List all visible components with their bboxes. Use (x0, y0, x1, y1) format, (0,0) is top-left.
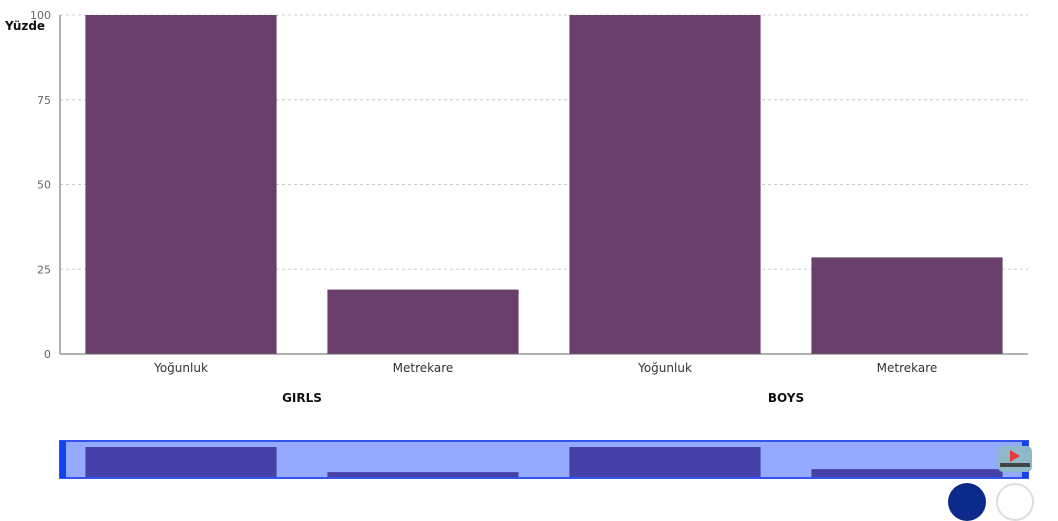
help-icon[interactable] (996, 483, 1034, 521)
video-camera-icon[interactable] (998, 446, 1032, 472)
y-axis-title: Yüzde (4, 19, 45, 33)
bar[interactable] (569, 15, 761, 354)
navigator-bar (811, 469, 1003, 477)
navigator-bar (569, 447, 761, 477)
navigator[interactable] (59, 440, 1029, 479)
y-tick-label: 100 (30, 9, 51, 22)
bars (85, 15, 1003, 354)
x-category-label: Yoğunluk (637, 361, 692, 375)
y-tick-label: 0 (44, 348, 51, 361)
x-category-label: Metrekare (877, 361, 938, 375)
y-tick-label: 75 (37, 94, 51, 107)
y-tick-label: 50 (37, 179, 51, 192)
navigator-left-handle[interactable] (60, 441, 66, 478)
chat-bubble-icon[interactable] (948, 483, 986, 521)
bar-chart: 0 25 50 75 100 Yoğunluk Metrekare GIRLS Yoğunluk… (4, 9, 1029, 479)
bar[interactable] (327, 289, 519, 354)
x-group-label: GIRLS (282, 391, 322, 405)
bar[interactable] (85, 15, 277, 354)
axes: 0 25 50 75 100 Yoğunluk Metrekare GIRLS Yoğunluk… (30, 9, 1028, 405)
x-group-label: BOYS (768, 391, 804, 405)
navigator-bar (327, 472, 519, 477)
x-category-label: Yoğunluk (153, 361, 208, 375)
bar[interactable] (811, 257, 1003, 354)
y-tick-label: 25 (37, 263, 51, 276)
x-category-label: Metrekare (393, 361, 454, 375)
navigator-bar (85, 447, 277, 477)
